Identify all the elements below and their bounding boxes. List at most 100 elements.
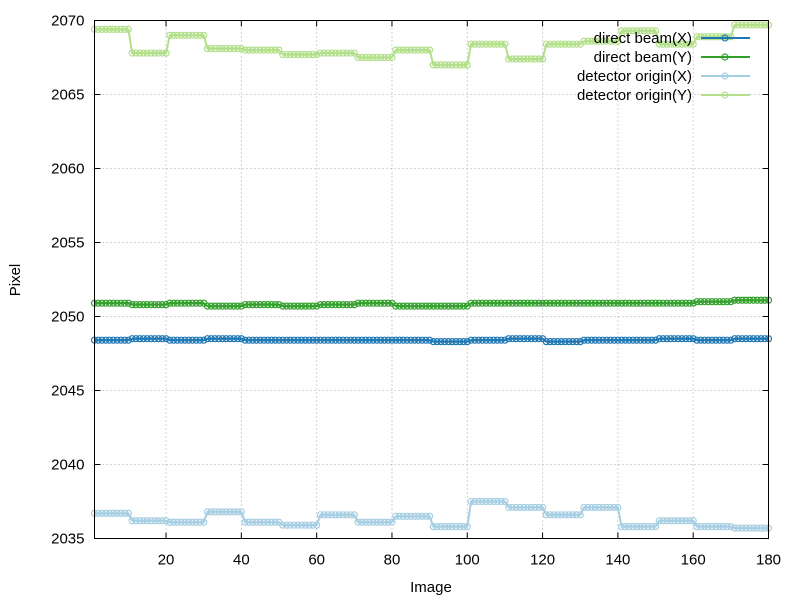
- data-point: [128, 517, 136, 525]
- data-point: [501, 497, 509, 506]
- data-point: [734, 21, 742, 29]
- data-point: [252, 336, 261, 344]
- data-point: [700, 523, 709, 531]
- data-point: [369, 336, 377, 344]
- data-point: [343, 336, 351, 344]
- data-point: [230, 508, 238, 516]
- data-point: [301, 521, 309, 529]
- data-point: [181, 299, 189, 307]
- legend-label: direct beam(X): [594, 30, 692, 47]
- data-point: [467, 40, 475, 48]
- data-point: [746, 21, 754, 29]
- data-point: [343, 511, 351, 519]
- data-point: [136, 517, 144, 525]
- data-point: [117, 509, 125, 517]
- data-point: [136, 335, 144, 343]
- data-point: [557, 338, 566, 346]
- data-point: [173, 518, 181, 526]
- data-point: [365, 336, 373, 344]
- data-point: [313, 521, 321, 529]
- x-tick-label: 80: [384, 552, 401, 569]
- data-point: [271, 336, 279, 344]
- data-point: [633, 299, 641, 307]
- data-point: [441, 61, 449, 69]
- data-point: [305, 336, 313, 344]
- data-point: [467, 336, 475, 344]
- data-point: [143, 517, 151, 525]
- data-point: [192, 299, 200, 307]
- data-point: [538, 503, 547, 512]
- data-point: [689, 299, 697, 307]
- data-point: [230, 302, 238, 310]
- data-point: [324, 511, 332, 519]
- data-point: [162, 335, 170, 343]
- data-point: [572, 511, 581, 519]
- series-1: [90, 296, 773, 310]
- data-point: [117, 299, 125, 307]
- data-point: [527, 335, 535, 343]
- data-point: [237, 335, 245, 343]
- data-point: [339, 511, 347, 519]
- data-point: [275, 46, 283, 54]
- data-point: [147, 517, 155, 525]
- data-point: [456, 61, 464, 69]
- data-point: [587, 503, 596, 512]
- data-point: [614, 37, 622, 45]
- data-point: [241, 46, 249, 54]
- data-point: [666, 40, 675, 48]
- data-point: [742, 296, 750, 304]
- data-point: [610, 299, 618, 307]
- data-point: [203, 45, 212, 53]
- data-point: [388, 53, 396, 62]
- data-point: [102, 299, 110, 307]
- data-point: [392, 512, 400, 520]
- data-point: [151, 335, 159, 343]
- data-point: [505, 503, 513, 512]
- data-point: [403, 302, 411, 310]
- data-point: [708, 523, 716, 531]
- data-point: [580, 336, 588, 344]
- data-point: [542, 299, 550, 307]
- data-point: [542, 338, 550, 346]
- data-point: [109, 299, 117, 307]
- data-point: [230, 335, 238, 343]
- data-point: [727, 523, 735, 531]
- data-point: [256, 336, 264, 344]
- data-point: [297, 336, 306, 344]
- data-point: [731, 335, 739, 343]
- data-point: [663, 517, 671, 525]
- data-point: [346, 301, 355, 309]
- data-point: [437, 302, 445, 310]
- data-point: [689, 40, 697, 48]
- data-point: [757, 335, 765, 343]
- data-point: [346, 511, 355, 519]
- data-point: [505, 55, 513, 63]
- data-point: [742, 21, 750, 29]
- data-point: [154, 301, 163, 309]
- data-point: [444, 302, 453, 310]
- data-point: [621, 27, 630, 35]
- data-point: [271, 46, 279, 54]
- data-point: [192, 518, 200, 526]
- data-point: [105, 509, 114, 517]
- data-point: [305, 521, 313, 529]
- data-point: [557, 40, 566, 48]
- data-point: [121, 25, 129, 33]
- data-point: [418, 302, 426, 310]
- data-point: [407, 46, 415, 54]
- data-point: [414, 336, 422, 344]
- y-tick-label: 2060: [51, 161, 84, 178]
- data-point: [328, 336, 336, 344]
- data-point: [256, 518, 264, 526]
- data-point: [192, 336, 200, 344]
- data-point: [569, 511, 577, 519]
- data-point: [636, 523, 645, 531]
- data-point: [320, 301, 328, 309]
- data-point: [659, 40, 667, 48]
- data-point: [546, 511, 554, 519]
- data-point: [584, 336, 592, 344]
- data-point: [550, 40, 558, 48]
- data-point: [576, 511, 584, 519]
- data-point: [561, 338, 569, 346]
- data-point: [554, 40, 562, 48]
